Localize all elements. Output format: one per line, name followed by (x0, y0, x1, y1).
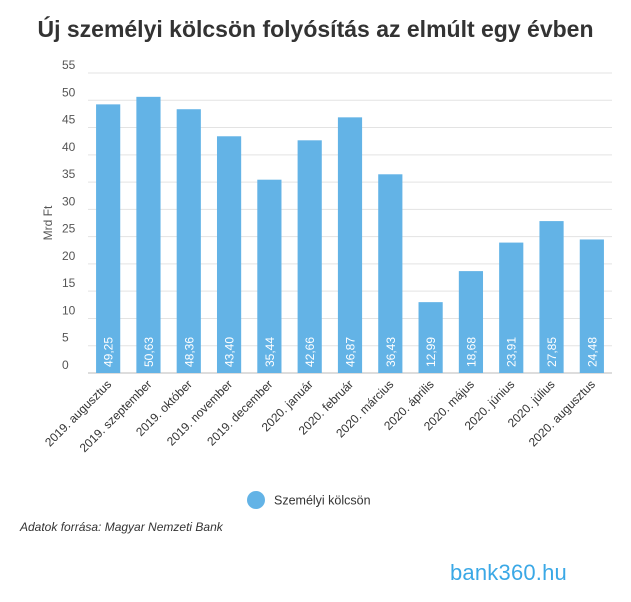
bars: 49,25 50,63 48,36 43,40 35,44 42,66 46,87 36,43… (96, 96, 604, 373)
bar (216, 136, 242, 373)
bar (297, 140, 322, 373)
bar-value-label: 36,43 (384, 337, 398, 367)
chart-title: Új személyi kölcsön folyósítás az elmúlt… (37, 16, 594, 42)
y-tick-label: 15 (62, 276, 76, 290)
bar-value-label: 23,91 (505, 337, 519, 367)
y-tick-label: 50 (62, 85, 76, 99)
legend-swatch (247, 491, 265, 509)
bar (539, 221, 564, 373)
y-tick-label: 55 (62, 58, 76, 72)
bar (176, 109, 201, 373)
y-tick-label: 40 (62, 140, 76, 154)
x-tick-label: 2019. augusztus (42, 377, 114, 449)
bar (458, 271, 484, 373)
y-tick-label: 5 (62, 331, 69, 345)
y-tick-label: 20 (62, 249, 76, 263)
bar-value-label: 18,68 (464, 337, 478, 367)
x-tick-label: 2019. szeptember (77, 377, 155, 455)
y-tick-labels: 0 5 10 15 20 25 30 35 40 45 50 55 (62, 58, 76, 372)
bank360-logo: bank360.hu (450, 560, 567, 585)
bar (418, 302, 443, 373)
bar (136, 96, 161, 373)
source-note: Adatok forrása: Magyar Nemzeti Bank (20, 520, 223, 534)
bar (96, 104, 121, 373)
bar-value-label: 24,48 (585, 337, 599, 367)
bar-value-label: 35,44 (263, 337, 277, 367)
y-tick-label: 25 (62, 222, 76, 236)
y-tick-label: 45 (62, 113, 76, 127)
bar-value-label: 43,40 (223, 337, 237, 367)
bar (499, 242, 524, 373)
bar (337, 117, 363, 373)
bar-value-label: 50,63 (142, 337, 156, 367)
y-tick-label: 35 (62, 167, 76, 181)
bar-value-label: 46,87 (344, 337, 358, 367)
bar (579, 239, 604, 373)
y-tick-label: 10 (62, 303, 76, 317)
bar-value-label: 48,36 (182, 337, 196, 367)
bar (378, 174, 403, 373)
bar-value-label: 27,85 (545, 337, 559, 367)
legend: Személyi kölcsön (247, 491, 371, 509)
bar-value-label: 49,25 (102, 337, 116, 367)
legend-label: Személyi kölcsön (274, 494, 371, 508)
y-tick-label: 30 (62, 194, 76, 208)
y-axis-label: Mrd Ft (41, 205, 55, 240)
bar (257, 179, 282, 373)
y-tick-label: 0 (62, 358, 69, 372)
bar-value-label: 42,66 (303, 337, 317, 367)
bar-value-label: 12,99 (424, 337, 438, 367)
